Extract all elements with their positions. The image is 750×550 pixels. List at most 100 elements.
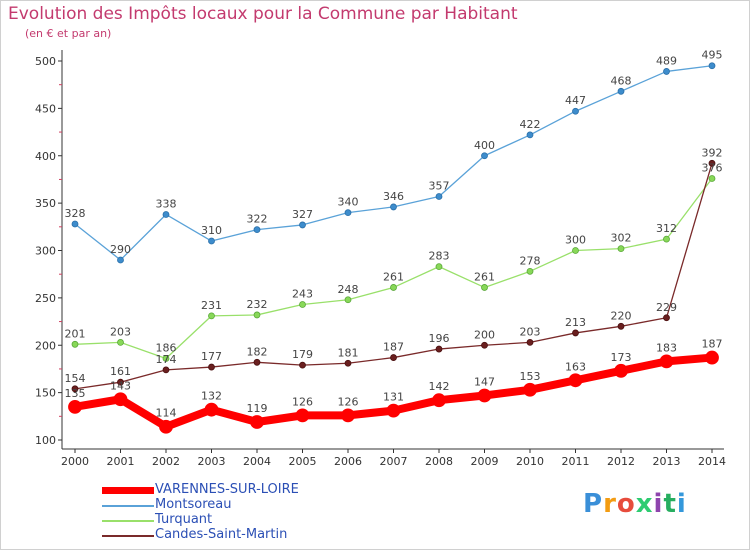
legend-swatch-candes xyxy=(102,535,154,537)
data-point xyxy=(113,392,128,407)
data-point xyxy=(435,193,443,200)
data-label: 200 xyxy=(474,328,495,341)
data-label: 468 xyxy=(611,74,632,87)
x-tick-label: 2009 xyxy=(471,455,499,468)
data-point xyxy=(390,284,397,291)
data-point xyxy=(344,296,352,304)
x-tick-label: 2011 xyxy=(562,455,590,468)
data-point xyxy=(708,159,716,167)
data-point xyxy=(71,385,79,393)
data-label: 346 xyxy=(383,190,404,203)
data-label: 173 xyxy=(611,351,632,364)
logo-letter: t xyxy=(663,489,677,519)
data-label: 186 xyxy=(156,342,177,355)
data-label: 203 xyxy=(520,325,541,338)
data-point xyxy=(341,408,355,423)
data-point xyxy=(162,211,170,218)
data-point xyxy=(295,408,310,423)
x-tick-label: 2013 xyxy=(653,455,681,468)
data-label: 357 xyxy=(429,179,450,192)
data-label: 114 xyxy=(156,407,177,420)
data-label: 135 xyxy=(65,387,86,400)
data-label: 400 xyxy=(474,139,495,152)
data-label: 182 xyxy=(247,345,268,358)
data-point xyxy=(481,284,488,291)
data-label: 187 xyxy=(383,341,404,354)
data-label: 213 xyxy=(565,316,586,329)
x-tick-label: 2006 xyxy=(334,455,362,468)
data-label: 495 xyxy=(702,49,723,62)
data-label: 302 xyxy=(611,232,632,245)
data-point xyxy=(117,339,124,346)
data-point xyxy=(117,378,124,386)
data-point xyxy=(663,68,670,75)
series-layer xyxy=(68,62,719,434)
chart-title: Evolution des Impôts locaux pour la Comm… xyxy=(8,4,518,24)
x-tick-label: 2005 xyxy=(289,455,317,468)
legend-swatch-varennes xyxy=(102,487,154,494)
data-labels-layer: 135 143 114 132 119 126 126 131 142 147 153 163 173 1… xyxy=(65,49,723,420)
data-point xyxy=(708,62,716,70)
y-tick-label: 150 xyxy=(35,387,56,400)
data-point xyxy=(614,363,628,378)
data-point xyxy=(162,366,170,374)
proxiti-logo: Proxiti xyxy=(583,489,687,519)
data-label: 119 xyxy=(247,402,268,415)
data-point xyxy=(568,373,583,388)
data-point xyxy=(344,209,352,217)
data-label: 232 xyxy=(247,298,268,311)
x-tick-label: 2004 xyxy=(243,455,271,468)
logo-letter: i xyxy=(676,489,687,519)
data-label: 261 xyxy=(383,270,404,283)
data-label: 174 xyxy=(156,353,177,366)
data-label: 392 xyxy=(702,146,723,159)
y-tick-label: 500 xyxy=(35,55,56,68)
data-point xyxy=(481,152,488,160)
data-point xyxy=(162,355,170,362)
data-label: 142 xyxy=(429,380,450,393)
data-label: 338 xyxy=(156,197,177,210)
data-point xyxy=(204,402,219,417)
x-tick-label: 2010 xyxy=(516,455,544,468)
data-label: 196 xyxy=(429,332,450,345)
data-point xyxy=(390,354,397,361)
x-tick-label: 2007 xyxy=(380,455,408,468)
logo-letter: r xyxy=(603,489,617,519)
data-point xyxy=(68,399,82,414)
data-label: 422 xyxy=(520,118,541,131)
data-label: 132 xyxy=(201,390,222,403)
x-tick-label: 2014 xyxy=(698,455,726,468)
data-label: 327 xyxy=(292,208,313,221)
x-tick-label: 2003 xyxy=(198,455,226,468)
data-point xyxy=(526,131,534,139)
x-tick-label: 2012 xyxy=(607,455,635,468)
x-tick-label: 2008 xyxy=(425,455,453,468)
data-label: 187 xyxy=(702,338,723,351)
chart-subtitle: (en € et par an) xyxy=(25,27,112,40)
data-point xyxy=(208,312,215,320)
data-label: 290 xyxy=(110,243,131,256)
y-tick-label: 350 xyxy=(35,197,56,210)
legend-swatch-turquant xyxy=(102,520,154,522)
data-label: 312 xyxy=(656,222,677,235)
data-label: 261 xyxy=(474,270,495,283)
data-label: 229 xyxy=(656,301,677,314)
data-point xyxy=(705,350,719,365)
data-point xyxy=(617,322,625,330)
data-label: 143 xyxy=(110,379,131,392)
data-label: 203 xyxy=(110,325,131,338)
data-label: 153 xyxy=(520,370,541,383)
y-tick-label: 200 xyxy=(35,339,56,352)
y-tick-label: 450 xyxy=(35,102,56,115)
data-point xyxy=(526,339,534,346)
y-tick-label: 100 xyxy=(35,434,56,447)
data-point xyxy=(432,393,446,408)
data-point xyxy=(617,87,625,95)
data-label: 183 xyxy=(656,341,677,354)
data-point xyxy=(253,358,261,366)
data-label: 283 xyxy=(429,250,450,263)
data-label: 300 xyxy=(565,234,586,247)
